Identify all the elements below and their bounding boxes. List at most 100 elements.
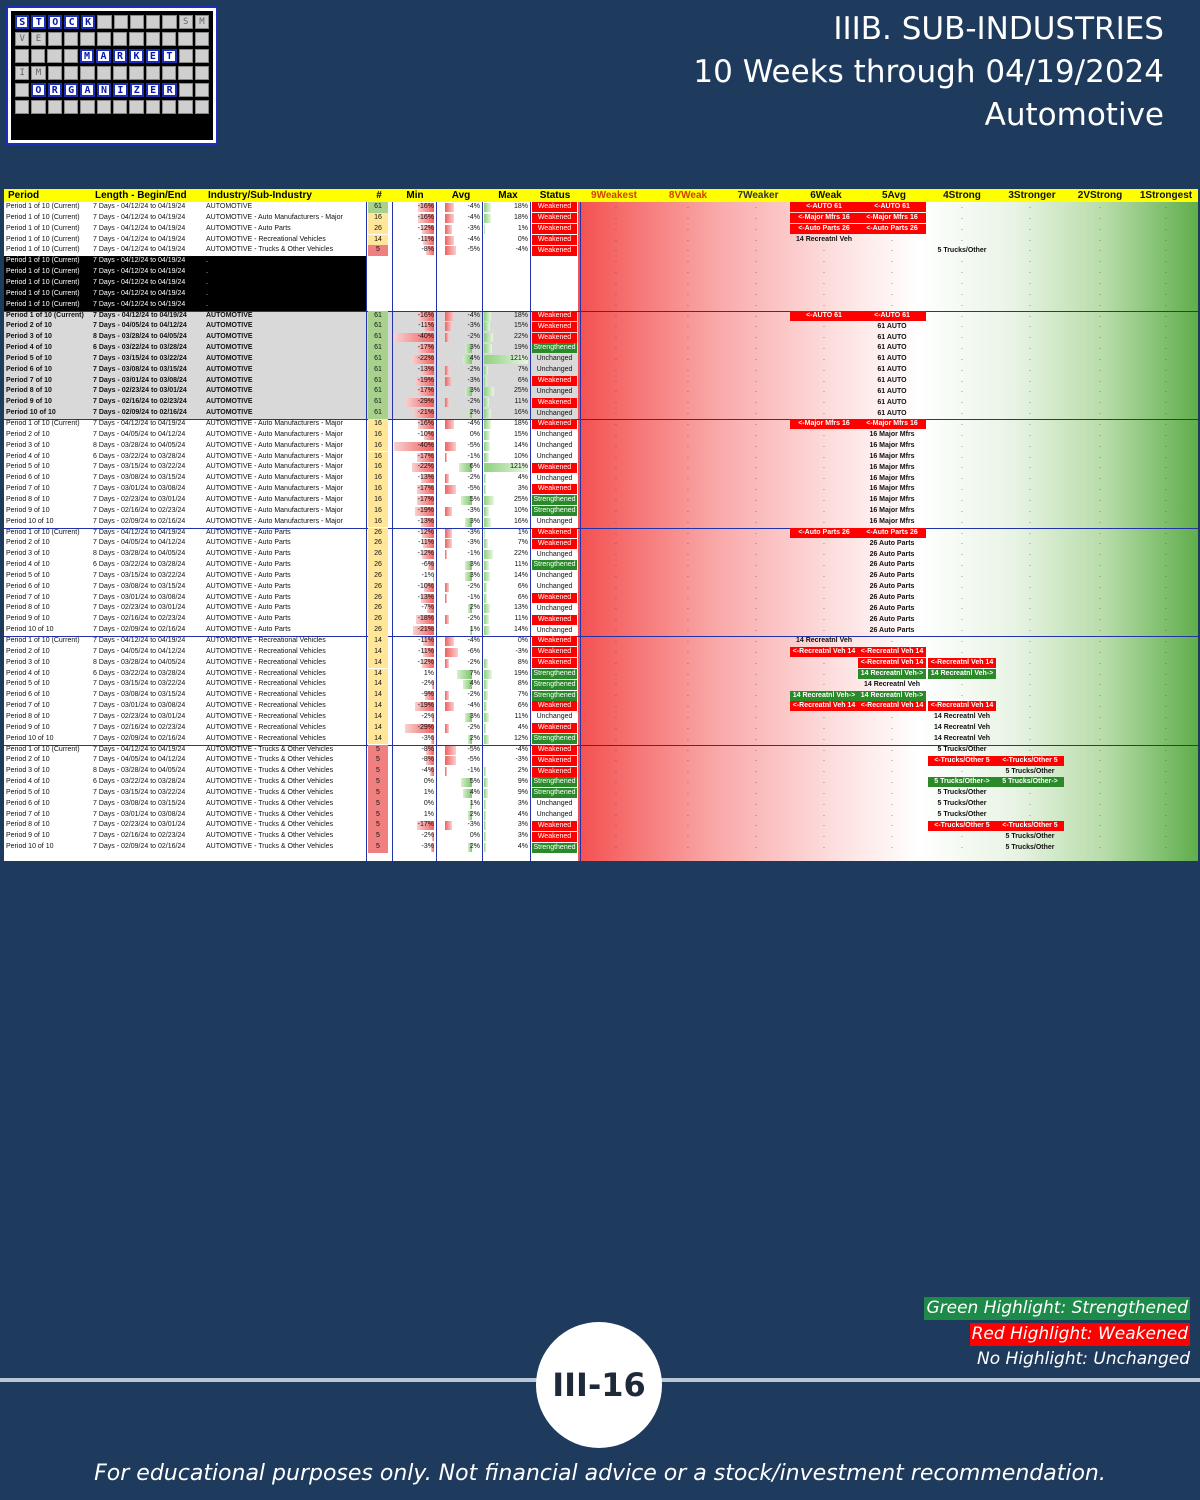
- max-cell: 3%: [517, 821, 528, 829]
- table-row: Period 1 of 10 (Current) 7 Days - 04/12/2…: [4, 278, 1198, 289]
- min-bar: [428, 561, 434, 571]
- length-cell: 7 Days - 03/15/24 to 03/22/24: [93, 354, 187, 362]
- heat-empty-dot: .: [1029, 799, 1031, 807]
- heat-tag: <-Recreatnl Veh 14: [790, 647, 858, 658]
- table-row: Period 7 of 10 7 Days - 03/01/24 to 03/08…: [4, 809, 1198, 821]
- count-cell: 16: [368, 505, 388, 517]
- min-bar: [431, 843, 434, 853]
- status-badge: Unchanged: [536, 431, 573, 439]
- heat-empty-dot: .: [1099, 691, 1101, 699]
- heat-empty-dot: .: [687, 647, 689, 655]
- heat-tag: <-Recreatnl Veh 14: [790, 701, 858, 712]
- heat-empty-dot: .: [1165, 550, 1167, 558]
- heat-empty-dot: .: [961, 615, 963, 623]
- max-cell: 6%: [517, 593, 528, 601]
- max-cell: 8%: [517, 680, 528, 688]
- heat-empty-dot: .: [687, 615, 689, 623]
- heat-tag: <-Recreatnl Veh 14: [928, 658, 996, 669]
- length-cell: 7 Days - 03/01/24 to 03/08/24: [93, 485, 186, 493]
- heat-empty-dot: .: [755, 365, 757, 373]
- group-separator: [4, 636, 1198, 637]
- logo-letter: [112, 66, 128, 81]
- heat-empty-dot: .: [1165, 821, 1167, 829]
- heat-empty-dot: .: [891, 778, 893, 786]
- avg-bar: [456, 669, 472, 679]
- industry-cell: AUTOMOTIVE - Trucks & Other Vehicles: [206, 778, 334, 786]
- heat-empty-dot: .: [687, 376, 689, 384]
- avg-bar: [445, 821, 452, 831]
- length-cell: 7 Days - 02/09/24 to 02/16/24: [93, 409, 187, 417]
- industry-cell: AUTOMOTIVE: [206, 409, 253, 417]
- heat-tag: 5 Trucks/Other: [1005, 767, 1055, 775]
- period-cell: Period 1 of 10 (Current): [6, 203, 80, 210]
- period-cell: Period 6 of 10: [6, 365, 52, 373]
- status-badge: Weakened: [532, 701, 577, 712]
- heat-empty-dot: .: [823, 658, 825, 666]
- heat-empty-dot: .: [961, 691, 963, 699]
- heat-empty-dot: .: [1099, 799, 1101, 807]
- heat-empty-dot: .: [823, 615, 825, 623]
- length-cell: 7 Days - 04/05/24 to 04/12/24: [93, 756, 186, 764]
- count-cell: 14: [368, 711, 388, 723]
- length-cell: 7 Days - 04/12/24 to 04/19/24: [93, 289, 186, 297]
- status-badge: Strengthened: [532, 560, 577, 571]
- status-badge: Weakened: [532, 321, 577, 332]
- logo-letter: [47, 100, 62, 115]
- heat-empty-dot: .: [1165, 278, 1167, 286]
- logo-letter: [129, 15, 145, 29]
- avg-cell: -2%: [467, 398, 480, 406]
- table-row: Period 10 of 10 7 Days - 02/09/24 to 02/1…: [4, 842, 1198, 853]
- min-cell: -13%: [417, 365, 434, 373]
- heat-empty-dot: .: [1029, 485, 1031, 493]
- max-cell: 9%: [517, 788, 528, 796]
- logo-letter: [129, 66, 144, 81]
- industry-cell: AUTOMOTIVE - Auto Parts: [206, 604, 291, 612]
- heat-empty-dot: .: [615, 322, 617, 330]
- heat-empty-dot: .: [1099, 203, 1101, 210]
- heat-tag: <-Auto Parts 26: [790, 527, 858, 538]
- heat-empty-dot: .: [961, 224, 963, 232]
- table-row: Period 10 of 10 7 Days - 02/09/24 to 02/1…: [4, 408, 1198, 419]
- heat-empty-dot: .: [823, 561, 825, 569]
- heat-empty-dot: .: [1029, 745, 1031, 753]
- heat-empty-dot: .: [755, 224, 757, 232]
- industry-cell: AUTOMOTIVE - Recreational Vehicles: [206, 702, 326, 710]
- heat-empty-dot: .: [687, 528, 689, 536]
- logo-letter: [96, 100, 111, 115]
- heat-empty-dot: .: [1099, 517, 1101, 525]
- heat-empty-dot: .: [1099, 495, 1101, 503]
- heat-empty-dot: .: [615, 756, 617, 764]
- heat-tag: 61 AUTO: [877, 398, 907, 406]
- avg-cell: 4%: [469, 788, 480, 796]
- avg-cell: 4%: [469, 680, 480, 688]
- heat-empty-dot: .: [615, 799, 617, 807]
- empty-marker: .: [372, 289, 374, 297]
- table-row: Period 9 of 10 7 Days - 02/16/24 to 02/23…: [4, 397, 1198, 409]
- period-cell: Period 6 of 10: [6, 691, 50, 699]
- table-row: Period 5 of 10 7 Days - 03/15/24 to 03/22…: [4, 462, 1198, 474]
- column-header: 8VWeak: [668, 190, 708, 201]
- count-cell: 14: [368, 701, 388, 712]
- avg-bar: [445, 474, 450, 484]
- avg-bar: [465, 571, 472, 581]
- length-cell: 6 Days - 03/22/24 to 03/28/24: [93, 452, 186, 460]
- heat-empty-dot: .: [823, 452, 825, 460]
- max-bar: [484, 203, 492, 212]
- logo-letter: I: [113, 83, 128, 98]
- heat-empty-dot: .: [615, 495, 617, 503]
- length-cell: 7 Days - 04/12/24 to 04/19/24: [93, 745, 186, 753]
- max-bar: [484, 322, 491, 332]
- max-cell: 0%: [517, 235, 528, 243]
- logo-letter: M: [79, 49, 95, 64]
- heat-empty-dot: .: [615, 517, 617, 525]
- heat-empty-dot: .: [687, 539, 689, 547]
- heat-empty-dot: .: [1099, 333, 1101, 341]
- table-row: Period 8 of 10 7 Days - 02/23/24 to 03/01…: [4, 820, 1198, 832]
- logo-letter: R: [112, 49, 128, 64]
- heat-empty-dot: .: [755, 300, 757, 308]
- avg-cell: 2%: [469, 843, 480, 851]
- heat-empty-dot: .: [687, 756, 689, 764]
- heat-empty-dot: .: [1099, 365, 1101, 373]
- length-cell: 6 Days - 03/22/24 to 03/28/24: [93, 344, 187, 352]
